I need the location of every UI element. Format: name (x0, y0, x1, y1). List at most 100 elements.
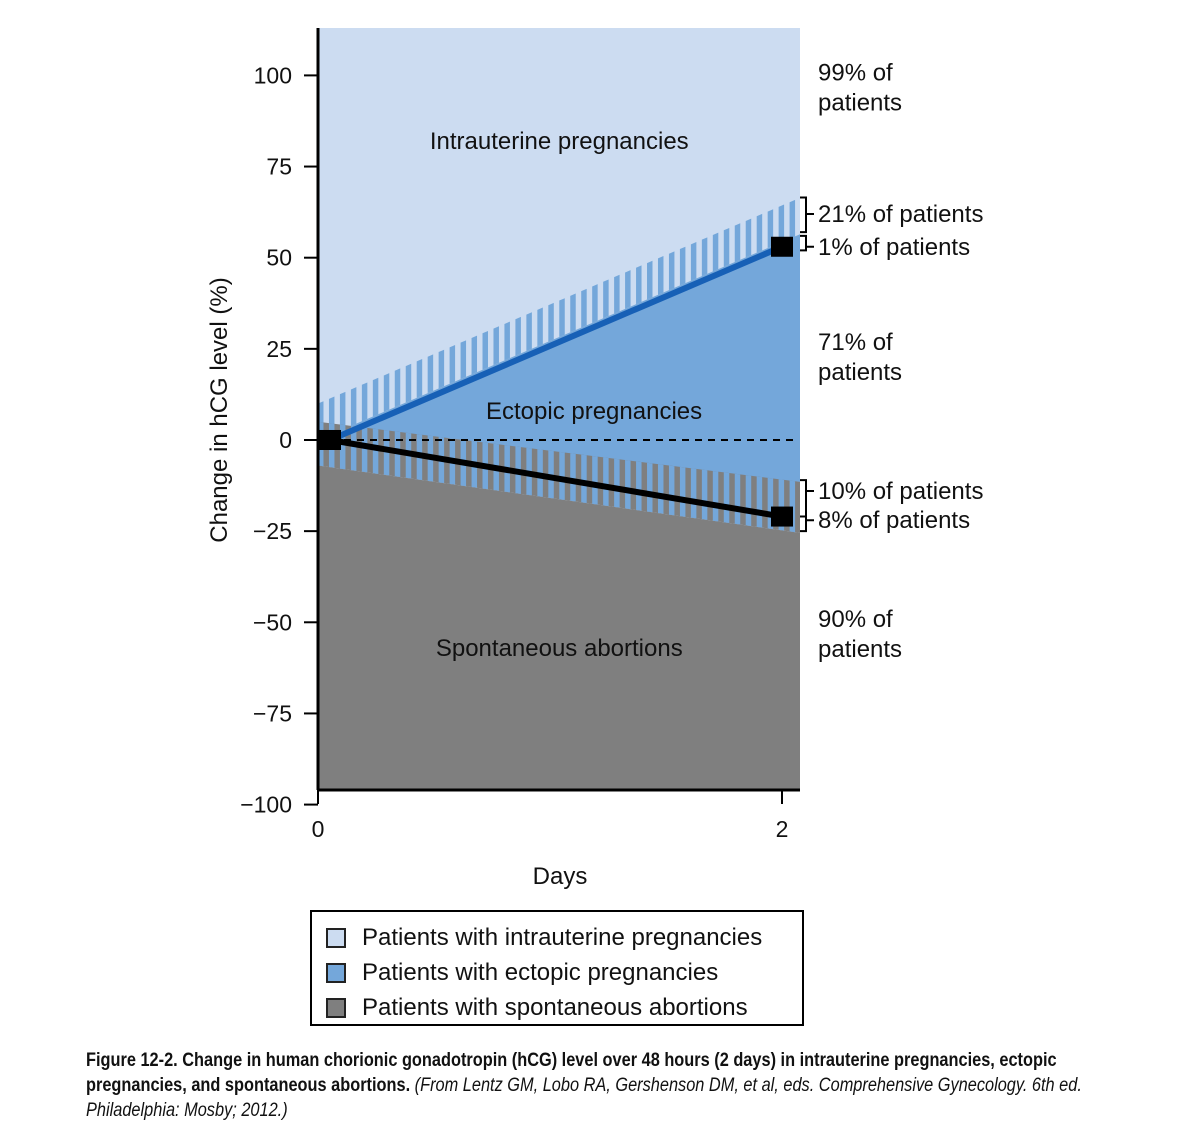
upper-transition-band-stripe (515, 316, 521, 356)
upper-transition-band-stripe (460, 340, 467, 380)
y-tick-label: 100 (254, 62, 292, 88)
x-tick-label: 0 (312, 816, 325, 842)
rise-line-marker (771, 236, 793, 257)
lower-transition-band-stripe (701, 469, 708, 520)
lower-transition-band-stripe (734, 473, 741, 525)
annotation-1: 21% of patients (818, 201, 983, 228)
y-tick-label: −75 (253, 700, 292, 726)
upper-transition-band-stripe (723, 227, 730, 267)
upper-transition-band-stripe (537, 307, 543, 347)
upper-transition-band-stripe (482, 330, 488, 370)
annotation-6: 90% of patients (818, 606, 902, 663)
upper-transition-band-stripe (625, 270, 631, 309)
lower-transition-band-stripe (657, 464, 664, 514)
x-tick-label: 2 (776, 816, 789, 842)
upper-transition-band-stripe (383, 373, 390, 412)
lower-transition-band-stripe (361, 427, 368, 473)
lower-transition-band-stripe (712, 470, 719, 522)
upper-transition-band-stripe (526, 312, 532, 352)
upper-transition-band-stripe (570, 293, 576, 333)
y-tick-label: 0 (279, 427, 292, 453)
upper-transition-band-stripe (350, 387, 357, 426)
y-tick-label: −50 (253, 609, 292, 635)
legend-item-intrauterine: Patients with intrauterine pregnancies (326, 920, 788, 955)
fall-line (329, 437, 783, 520)
y-tick-label: 50 (266, 245, 292, 271)
legend-swatch-abortion (326, 997, 346, 1018)
y-tick-label: −100 (240, 792, 292, 818)
region-abortion (318, 465, 800, 790)
upper-transition-band-stripe (592, 284, 598, 323)
upper-transition-band-stripe (636, 265, 642, 305)
figure-caption: Figure 12-2. Change in human chorionic g… (86, 1048, 1109, 1123)
upper-transition-band-stripe (679, 246, 686, 286)
rise-line (328, 243, 784, 443)
y-tick-label: 75 (266, 154, 292, 180)
upper-transition-band-stripe (361, 382, 368, 422)
upper-transition-band-stripe (416, 359, 423, 398)
upper-transition-band-stripe (614, 274, 620, 314)
lower-transition-band-stripe (592, 455, 598, 505)
upper-transition-band-stripe (734, 223, 741, 263)
annotation-5: 8% of patients (818, 507, 970, 534)
fall-line-marker (771, 506, 793, 527)
upper-transition-band-base (318, 197, 800, 440)
y-axis-label: Change in hCG level (%) (206, 277, 233, 542)
lower-transition-band-stripe (636, 461, 642, 511)
legend-label-intrauterine: Patients with intrauterine pregnancies (362, 923, 763, 951)
lower-transition-band-stripe (383, 429, 390, 476)
annotation-0: 99% of patients (818, 59, 902, 116)
lower-transition-band-stripe (745, 475, 752, 527)
lower-transition-band-stripe (668, 465, 675, 516)
lower-transition-band-stripe (603, 457, 609, 507)
y-tick-label: −25 (253, 518, 292, 544)
upper-transition-band-stripe (427, 354, 434, 394)
upper-transition-band-stripe (405, 363, 412, 403)
upper-transition-band-stripe (559, 298, 565, 337)
upper-transition-band-stripe (504, 321, 510, 361)
legend-swatch-ectopic (326, 962, 346, 983)
annotation-bracket-5 (800, 515, 814, 533)
upper-transition-band-stripe (581, 288, 587, 328)
caption-title: Figure 12-2. Change in human chorionic g… (86, 1050, 1057, 1096)
lower-transition-band-stripe (614, 458, 620, 508)
upper-transition-band-stripe (690, 242, 697, 281)
annotation-bracket-1 (800, 196, 814, 234)
legend: Patients with intrauterine pregnancies P… (310, 910, 804, 1026)
upper-transition-band-stripe (668, 251, 675, 291)
upper-transition-band-stripe (438, 349, 445, 389)
lower-transition-band-stripe (647, 462, 653, 513)
annotation-3: 71% of patients (818, 329, 902, 386)
lower-transition-band-stripe (559, 451, 565, 501)
upper-transition-band-stripe (647, 260, 653, 300)
lower-transition-band-stripe (372, 428, 379, 474)
upper-transition-band-stripe (372, 377, 379, 417)
lower-transition-band-stripe (625, 460, 631, 510)
upper-transition-band-stripe (789, 199, 796, 239)
legend-swatch-intrauterine (326, 927, 346, 948)
lower-transition-band-stripe (690, 468, 697, 519)
legend-item-ectopic: Patients with ectopic pregnancies (326, 955, 788, 990)
upper-transition-band-stripe (493, 326, 499, 366)
legend-item-abortion: Patients with spontaneous abortions (326, 990, 788, 1025)
upper-transition-band-stripe (712, 232, 719, 272)
upper-transition-band-stripe (778, 204, 785, 244)
lower-transition-band-stripe (350, 425, 357, 471)
x-axis-label: Days (533, 863, 588, 890)
upper-transition-band-stripe (603, 279, 609, 319)
upper-transition-band-stripe (449, 345, 456, 384)
annotation-bracket-4 (800, 479, 814, 518)
legend-label-ectopic: Patients with ectopic pregnancies (362, 958, 719, 986)
caption-source: (From Lentz GM, Lobo RA, Gershenson DM, … (86, 1075, 1082, 1121)
lower-transition-band-stripe (581, 454, 587, 504)
region-label-abortion: Spontaneous abortions (436, 635, 683, 662)
annotation-2: 1% of patients (818, 234, 970, 261)
upper-transition-band-stripe (756, 213, 763, 253)
lower-transition-band-stripe (570, 453, 576, 502)
fall-line-marker (319, 429, 341, 450)
hcg-change-chart: 100 75 50 25 0 −25 −50 −75 −100 0 2 Change in hCG … (206, 28, 983, 890)
upper-transition-band-stripe (339, 391, 346, 431)
annotation-4: 10% of patients (818, 478, 983, 505)
lower-transition-band-stripe (679, 466, 686, 517)
upper-transition-band-stripe (548, 302, 554, 342)
